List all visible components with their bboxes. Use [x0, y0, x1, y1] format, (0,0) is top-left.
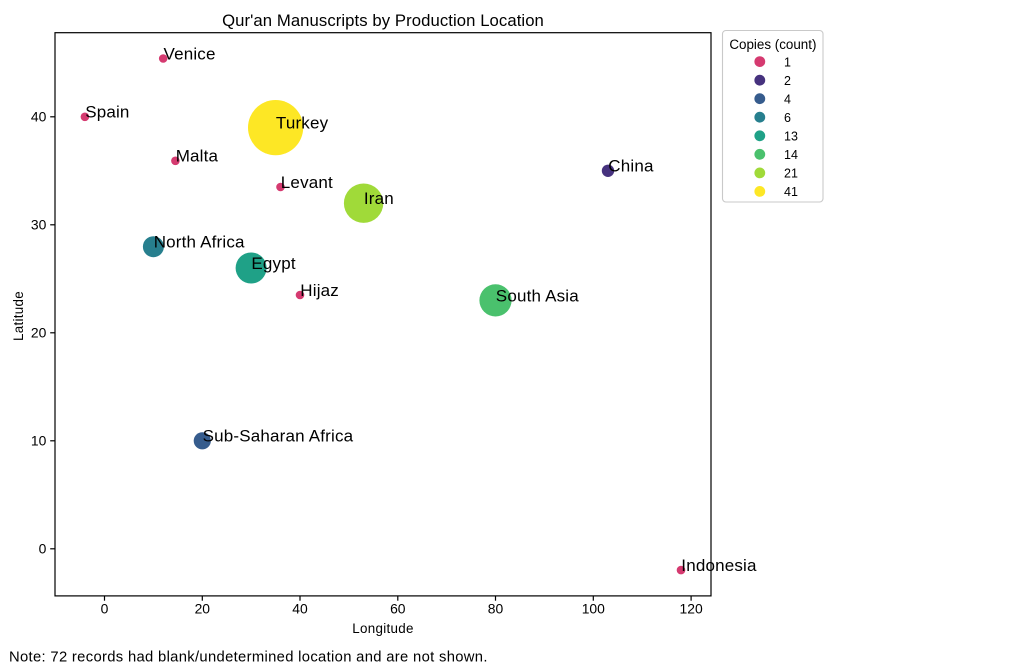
svg-text:100: 100: [582, 600, 605, 616]
svg-text:20: 20: [31, 325, 47, 341]
svg-text:Egypt: Egypt: [251, 254, 295, 273]
svg-text:China: China: [608, 157, 654, 176]
svg-text:Indonesia: Indonesia: [681, 556, 757, 575]
svg-text:1: 1: [784, 55, 791, 69]
svg-text:41: 41: [784, 185, 798, 199]
svg-text:40: 40: [31, 109, 47, 125]
svg-text:60: 60: [390, 600, 406, 616]
svg-text:30: 30: [31, 217, 47, 233]
svg-text:4: 4: [784, 92, 791, 106]
svg-text:40: 40: [292, 600, 308, 616]
svg-text:80: 80: [488, 600, 504, 616]
svg-text:North Africa: North Africa: [154, 233, 245, 252]
svg-text:Note: 72 records had blank/und: Note: 72 records had blank/undetermined …: [9, 650, 488, 666]
svg-text:13: 13: [784, 130, 798, 144]
svg-text:10: 10: [31, 433, 47, 449]
svg-text:South Asia: South Asia: [496, 286, 579, 305]
svg-text:6: 6: [784, 111, 791, 125]
svg-text:14: 14: [784, 148, 798, 162]
svg-text:Venice: Venice: [164, 44, 216, 63]
svg-text:0: 0: [101, 600, 109, 616]
svg-text:Malta: Malta: [176, 147, 219, 166]
svg-text:Qur'an Manuscripts by Producti: Qur'an Manuscripts by Production Locatio…: [222, 11, 544, 30]
svg-text:Sub-Saharan Africa: Sub-Saharan Africa: [203, 427, 354, 446]
svg-text:Levant: Levant: [281, 173, 333, 192]
svg-text:Spain: Spain: [85, 103, 129, 122]
svg-text:Turkey: Turkey: [276, 114, 329, 133]
svg-text:20: 20: [195, 600, 211, 616]
svg-text:2: 2: [784, 74, 791, 88]
svg-text:Iran: Iran: [364, 189, 394, 208]
svg-text:Copies (count): Copies (count): [729, 37, 816, 52]
svg-text:120: 120: [680, 600, 703, 616]
svg-text:Latitude: Latitude: [11, 291, 26, 341]
svg-text:0: 0: [39, 541, 47, 557]
svg-text:Longitude: Longitude: [352, 621, 414, 636]
svg-text:21: 21: [784, 167, 798, 181]
svg-text:Hijaz: Hijaz: [300, 281, 339, 300]
